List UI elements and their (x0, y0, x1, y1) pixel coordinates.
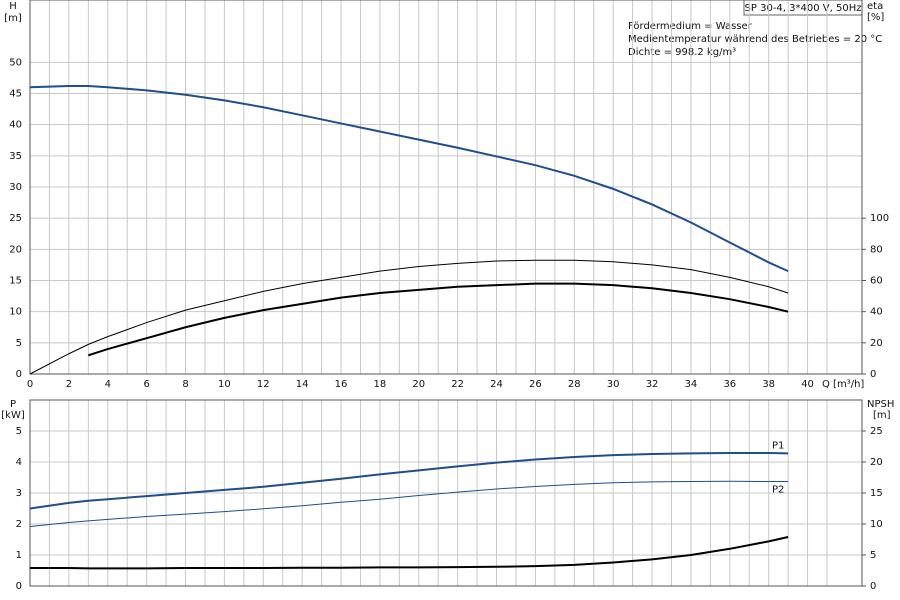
x-tick-label: 4 (105, 379, 111, 390)
y2-tick-label: 20 (870, 338, 883, 349)
y-tick-label: 5 (16, 426, 22, 437)
y-tick-label: 5 (16, 338, 22, 349)
y2-tick-label: 0 (870, 581, 876, 592)
curve (29, 259, 789, 375)
x-tick-label: 0 (27, 379, 33, 390)
plot-frame (29, 0, 863, 375)
y-tick-label: 15 (9, 276, 22, 287)
y2-tick-label: 100 (870, 213, 889, 224)
y2-axis-unit: [%] (867, 12, 884, 23)
y-tick-label: 40 (9, 120, 22, 131)
y2-tick-label: 80 (870, 244, 883, 255)
plot-frame (29, 399, 863, 587)
x-tick-label: 34 (685, 379, 698, 390)
x-tick-label: 36 (723, 379, 736, 390)
y-tick-label: 50 (9, 57, 22, 68)
y2-tick-label: 20 (870, 457, 883, 468)
x-tick-label: 18 (374, 379, 387, 390)
x-tick-label: 20 (412, 379, 425, 390)
x-tick-label: 32 (646, 379, 659, 390)
y-tick-label: 25 (9, 213, 22, 224)
x-tick-label: 6 (143, 379, 149, 390)
x-tick-label: 14 (296, 379, 309, 390)
x-tick-label: 30 (607, 379, 620, 390)
y-axis-title: P (10, 399, 16, 410)
y2-tick-label: 10 (870, 519, 883, 530)
y2-tick-label: 15 (870, 488, 883, 499)
series-label: P2 (772, 485, 784, 496)
y-axis-unit: [m] (4, 13, 22, 24)
y-tick-label: 1 (16, 550, 22, 561)
y-tick-label: 2 (16, 519, 22, 530)
y-axis-unit: [kW] (1, 410, 25, 421)
note: Dichte = 998.2 kg/m³ (628, 47, 736, 58)
y-tick-label: 0 (16, 369, 22, 380)
curve (29, 452, 789, 510)
x-tick-label: 22 (451, 379, 464, 390)
curve (29, 480, 789, 527)
y2-axis-unit: [m] (873, 410, 891, 421)
x-tick-label: 40 (801, 379, 814, 390)
x-tick-label: 2 (66, 379, 72, 390)
x-tick-label: 10 (218, 379, 231, 390)
y-tick-label: 3 (16, 488, 22, 499)
y-tick-label: 45 (9, 89, 22, 100)
y-tick-label: 20 (9, 244, 22, 255)
x-tick-label: 8 (182, 379, 188, 390)
y2-axis-title: eta (867, 1, 883, 12)
curve (30, 536, 789, 570)
y2-axis-title: NPSH (867, 399, 894, 410)
y2-tick-label: 25 (870, 426, 883, 437)
y-tick-label: 0 (16, 581, 22, 592)
curve (29, 85, 789, 273)
y2-tick-label: 60 (870, 276, 883, 287)
model-label: SP 30-4, 3*400 V, 50Hz (745, 3, 862, 14)
series-label: P1 (772, 440, 784, 451)
x-tick-label: 38 (762, 379, 775, 390)
curve (88, 282, 789, 357)
x-tick-label: 16 (335, 379, 348, 390)
x-tick-label: 24 (490, 379, 503, 390)
note: Medientemperatur während des Betriebes =… (628, 34, 882, 45)
x-tick-label: 26 (529, 379, 542, 390)
y-axis-title: H (9, 1, 17, 12)
y2-tick-label: 40 (870, 307, 883, 318)
x-axis-title: Q [m³/h] (822, 379, 864, 390)
x-tick-label: 28 (568, 379, 581, 390)
y-tick-label: 30 (9, 182, 22, 193)
y2-tick-label: 0 (870, 369, 876, 380)
y-tick-label: 4 (16, 457, 22, 468)
x-tick-label: 12 (257, 379, 270, 390)
y2-tick-label: 5 (870, 550, 876, 561)
y-tick-label: 10 (9, 307, 22, 318)
y-tick-label: 35 (9, 151, 22, 162)
note: Fördermedium = Wasser (628, 21, 753, 32)
